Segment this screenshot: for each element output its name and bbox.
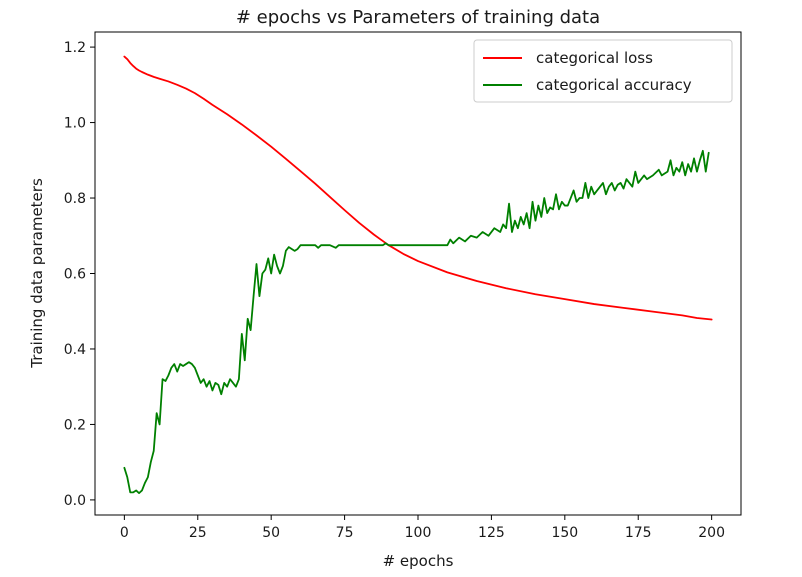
- x-tick-label: 75: [336, 525, 354, 541]
- y-axis-label: Training data parameters: [28, 178, 46, 369]
- y-tick-label: 0.6: [64, 267, 86, 283]
- series-line-loss: [123, 55, 713, 321]
- x-tick-label: 200: [698, 525, 725, 541]
- x-tick-label: 175: [625, 525, 652, 541]
- x-tick-label: 125: [478, 525, 505, 541]
- chart-title: # epochs vs Parameters of training data: [236, 7, 600, 28]
- legend-box: [473, 39, 733, 103]
- legend: categorical loss categorical accuracy: [473, 39, 733, 103]
- series-lines: [123, 55, 713, 495]
- x-tick-label: 50: [262, 525, 280, 541]
- y-tick-label: 0.8: [64, 191, 86, 207]
- legend-label-loss: categorical loss: [536, 49, 653, 67]
- y-tick-label: 0.4: [64, 342, 86, 358]
- x-tick-label: 100: [405, 525, 432, 541]
- series-line-accuracy: [123, 149, 710, 495]
- x-tick-label: 25: [189, 525, 207, 541]
- x-tick-label: 150: [551, 525, 578, 541]
- x-axis: 0 25 50 75 100 125 150 175 200: [120, 515, 725, 541]
- y-tick-label: 0.0: [64, 493, 86, 509]
- x-tick-label: 0: [120, 525, 129, 541]
- y-tick-label: 0.2: [64, 417, 86, 433]
- y-tick-label: 1.2: [64, 40, 86, 56]
- y-tick-label: 1.0: [64, 116, 86, 132]
- y-axis: 0.0 0.2 0.4 0.6 0.8 1.0 1.2: [64, 40, 95, 509]
- x-axis-label: # epochs: [383, 552, 454, 570]
- legend-label-accuracy: categorical accuracy: [536, 76, 692, 94]
